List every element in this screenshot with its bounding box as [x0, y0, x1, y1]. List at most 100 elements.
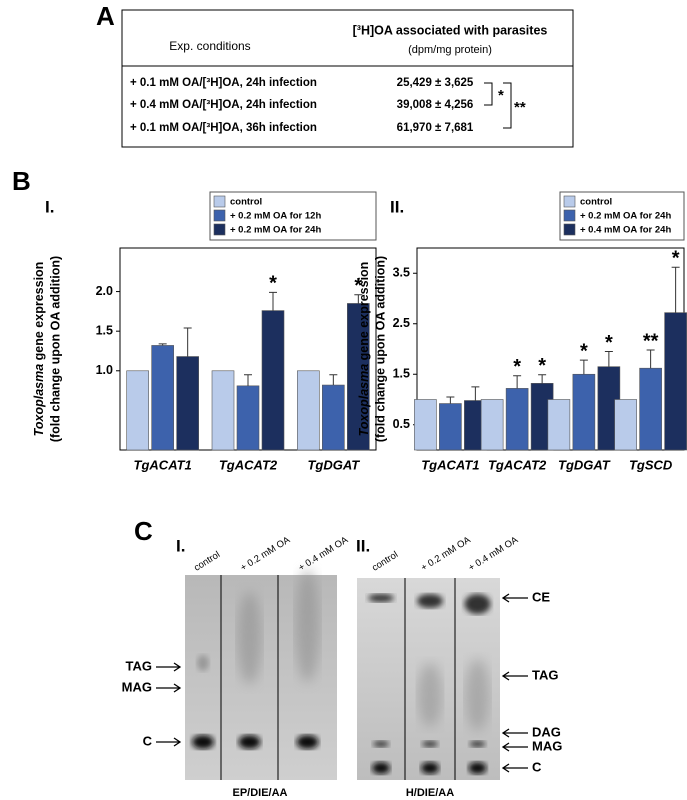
significance: * — [605, 332, 613, 354]
row-value: 39,008 ± 4,256 — [397, 99, 474, 111]
panel-label: A — [96, 1, 115, 31]
error-bar — [471, 386, 480, 401]
legend-label: + 0.2 mM OA for 24h — [580, 211, 671, 222]
legend-label: + 0.2 mM OA for 24h — [230, 225, 321, 236]
legend-swatch — [213, 209, 226, 222]
significance: ** — [514, 99, 526, 116]
arrow — [501, 763, 528, 773]
spot — [421, 762, 439, 774]
y-tick-label: 1.5 — [96, 323, 113, 337]
y-axis-label-italic: Toxoplasma — [32, 364, 46, 437]
tlc-title: II. — [356, 536, 370, 555]
error-bar — [244, 374, 252, 386]
x-tick-label: TgACAT1 — [421, 457, 479, 472]
panel-label: B — [12, 166, 31, 196]
chart-title: II. — [390, 197, 404, 216]
band-label: MAG — [532, 738, 562, 753]
y-tick-label: 3.5 — [393, 266, 410, 280]
row-condition: + 0.1 mM OA/[³H]OA, 36h infection — [130, 122, 317, 134]
bar — [639, 367, 662, 451]
y-tick-label: 1.0 — [96, 363, 113, 377]
y-axis-label-part: gene expression — [357, 262, 371, 361]
spot — [469, 741, 486, 747]
band-label: C — [532, 759, 542, 774]
panel-label: C — [134, 516, 153, 546]
error-bar — [158, 343, 167, 346]
table-header: [³H]OA associated with parasites — [353, 23, 548, 37]
spot — [192, 735, 214, 749]
bar — [176, 356, 199, 451]
smear — [237, 592, 262, 684]
y-axis-label-italic: Toxoplasma — [357, 364, 371, 437]
error-bar — [183, 327, 192, 357]
lane-label: + 0.4 mM OA — [297, 534, 351, 573]
smear — [197, 655, 209, 671]
ce-spot — [464, 594, 491, 614]
bar — [414, 399, 437, 451]
legend-swatch — [563, 223, 576, 236]
significance: * — [269, 273, 277, 295]
legend-swatch — [213, 223, 226, 236]
arrow — [156, 683, 182, 693]
y-tick-label: 0.5 — [393, 417, 410, 431]
row-condition: + 0.1 mM OA/[³H]OA, 24h infection — [130, 77, 317, 89]
error-bar — [446, 396, 455, 404]
bar — [505, 388, 529, 451]
lane-label: + 0.4 mM OA — [467, 534, 521, 573]
x-tick-label: TgSCD — [629, 457, 673, 472]
bar — [126, 370, 149, 451]
lane-label: control — [370, 549, 400, 573]
y-axis-label: (fold change upon OA addition) — [373, 256, 387, 442]
error-bar — [329, 374, 338, 386]
error-bar — [513, 375, 522, 389]
lane-label: control — [192, 549, 222, 573]
bar — [322, 384, 345, 451]
band-label: C — [143, 733, 153, 748]
y-tick-label: 2.5 — [393, 316, 410, 330]
band-label: DAG — [532, 724, 561, 739]
significance: * — [354, 275, 362, 297]
row-condition: + 0.4 mM OA/[³H]OA, 24h infection — [130, 99, 317, 111]
smear — [465, 659, 490, 731]
ce-spot — [368, 594, 394, 602]
arrow — [501, 593, 528, 603]
arrow — [501, 728, 528, 738]
x-tick-label: TgACAT2 — [488, 457, 547, 472]
y-axis-label: Toxoplasma gene expression — [357, 262, 371, 437]
row-value: 25,429 ± 3,625 — [397, 77, 474, 89]
lane-label: + 0.2 mM OA — [419, 534, 473, 573]
significance: * — [513, 356, 521, 378]
legend-label: + 0.4 mM OA for 24h — [580, 225, 671, 236]
spot — [468, 762, 487, 774]
solvent-label: H/DIE/AA — [406, 787, 454, 799]
error-bar — [671, 266, 680, 313]
bar — [211, 370, 235, 451]
bar — [480, 399, 504, 451]
arrow — [156, 662, 182, 672]
legend-label: control — [230, 197, 262, 208]
legend-label: + 0.2 mM OA for 12h — [230, 211, 321, 222]
band-label: TAG — [532, 667, 558, 682]
band-label: TAG — [126, 658, 152, 673]
y-tick-label: 2.0 — [96, 284, 113, 298]
spot — [422, 741, 438, 747]
bar — [297, 370, 320, 451]
legend-frame — [559, 191, 685, 241]
x-tick-label: TgDGAT — [558, 457, 611, 472]
legend-swatch — [563, 209, 576, 222]
spot — [372, 762, 390, 774]
significance: * — [672, 247, 680, 269]
legend-swatch — [213, 195, 226, 208]
arrow — [501, 671, 528, 681]
band-label: MAG — [122, 679, 152, 694]
x-tick-label: TgACAT1 — [134, 457, 192, 472]
y-axis-label: Toxoplasma gene expression — [32, 262, 46, 437]
y-tick-label: 1.5 — [393, 367, 410, 381]
bar — [151, 345, 174, 451]
error-bar — [646, 349, 655, 369]
tlc-title: I. — [176, 536, 185, 555]
significance: * — [498, 87, 504, 104]
table-frame — [121, 9, 574, 148]
y-axis-label: (fold change upon OA addition) — [48, 256, 62, 442]
